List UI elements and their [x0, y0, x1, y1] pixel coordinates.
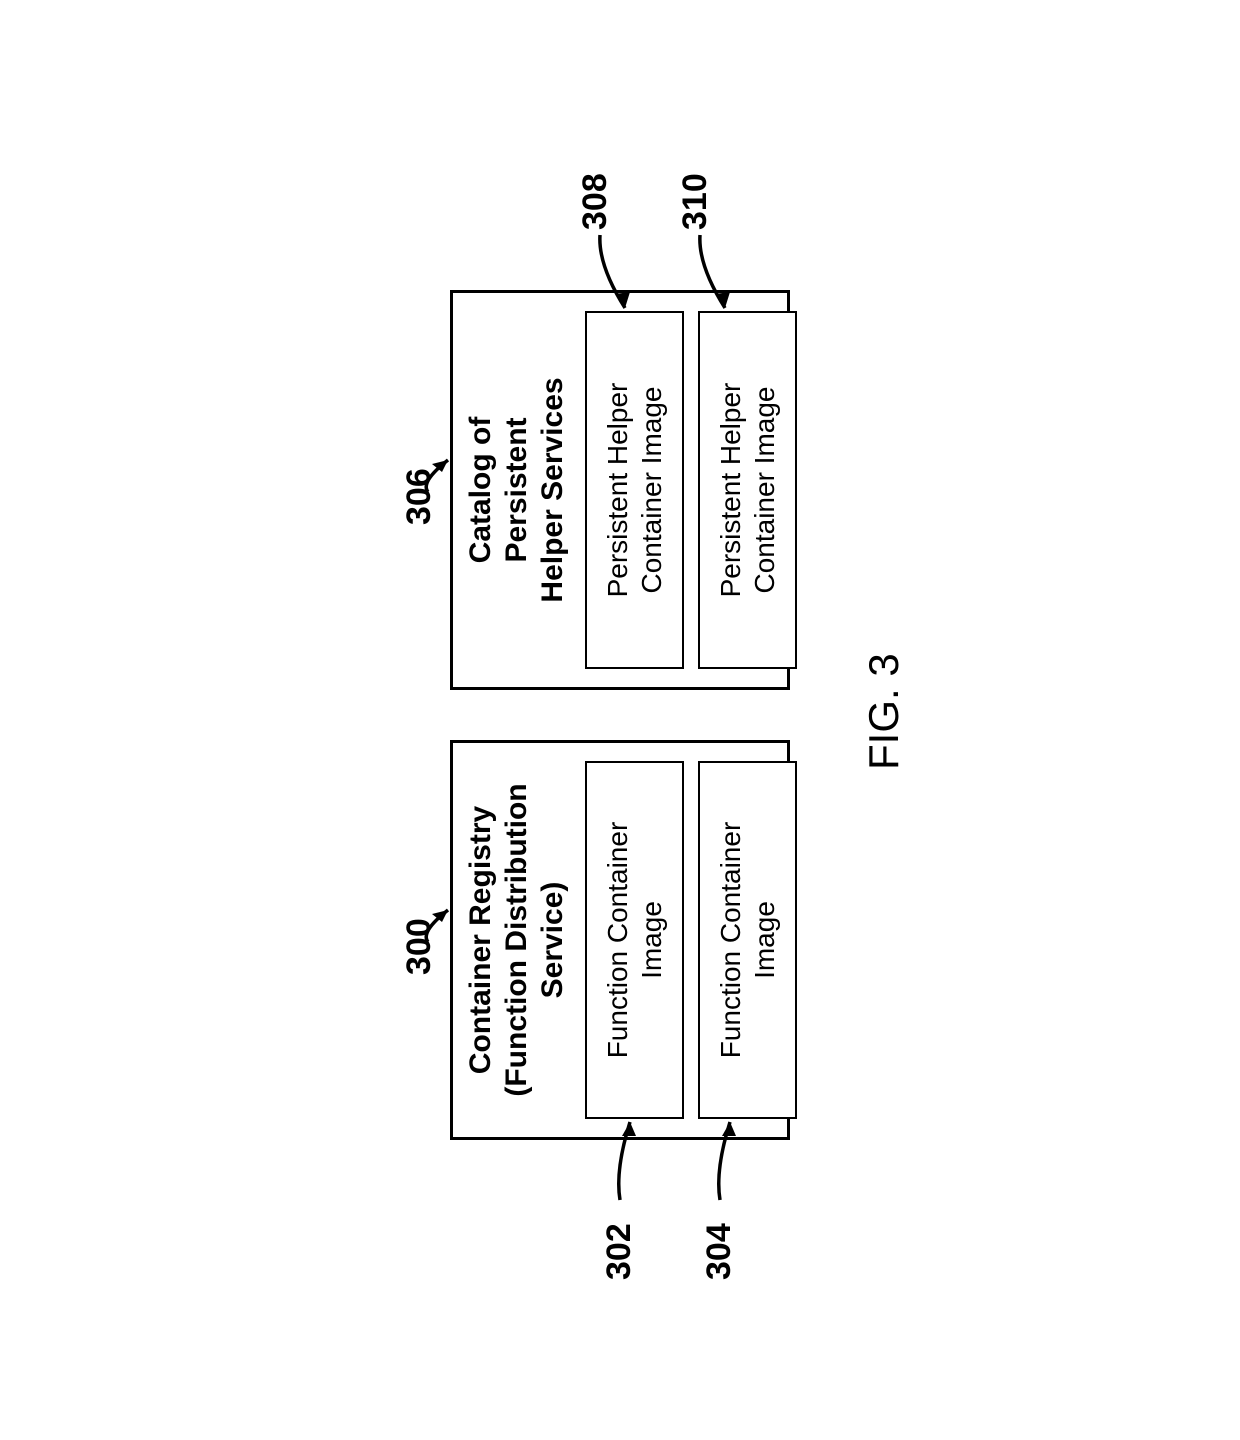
- diagram-area: Container Registry (Function Distributio…: [320, 120, 920, 1320]
- callout-310: [320, 120, 920, 1320]
